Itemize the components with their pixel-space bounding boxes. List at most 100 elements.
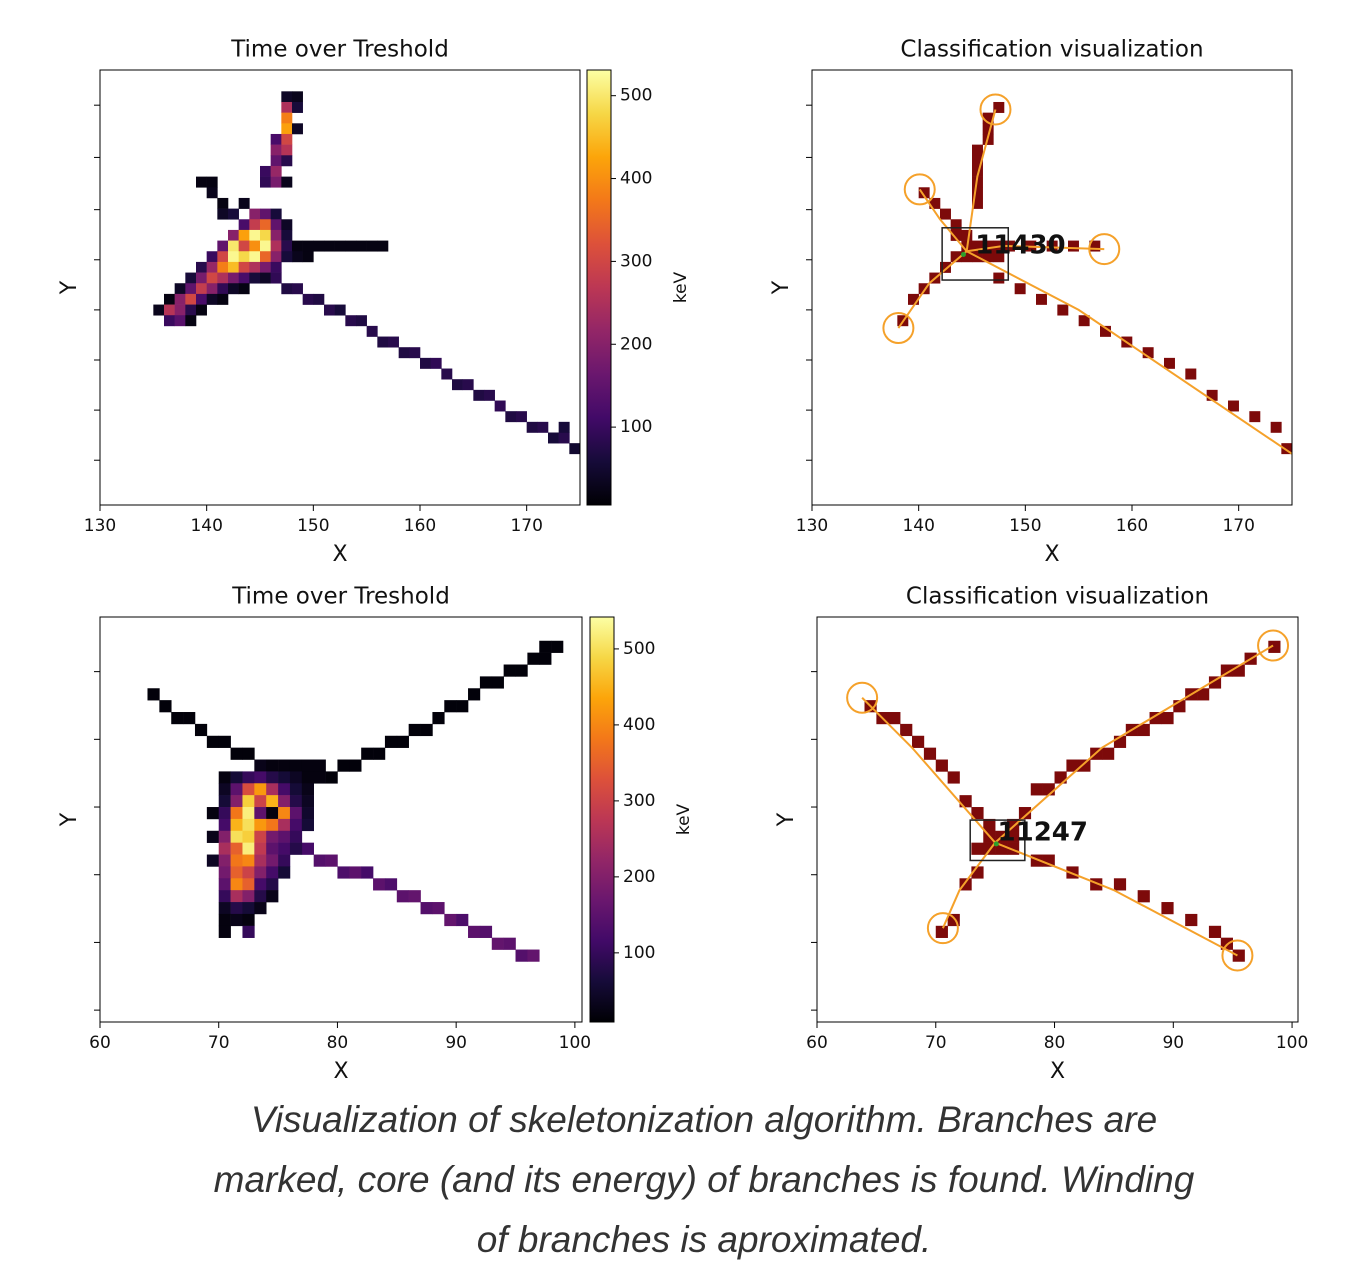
heatmap-cell bbox=[147, 688, 159, 700]
heatmap-cell bbox=[185, 283, 196, 294]
heatmap-cell bbox=[219, 843, 231, 855]
colorbar-tick-label: 200 bbox=[623, 867, 655, 887]
heatmap-cell bbox=[441, 369, 452, 380]
heatmap-cell bbox=[271, 273, 282, 284]
heatmap-cell bbox=[219, 890, 231, 902]
heatmap-cell bbox=[217, 283, 228, 294]
heatmap-cell bbox=[313, 241, 324, 252]
heatmap-cell bbox=[239, 283, 250, 294]
x-tick-label: 100 bbox=[559, 1033, 591, 1053]
heatmap-cell bbox=[249, 273, 260, 284]
heatmap-cell bbox=[266, 795, 278, 807]
heatmap-cell bbox=[207, 855, 219, 867]
heatmap-cell bbox=[367, 241, 378, 252]
heatmap-cell bbox=[271, 145, 282, 156]
heatmap-cell bbox=[290, 807, 302, 819]
heatmap-cell bbox=[266, 819, 278, 831]
colorbar-tick-label: 500 bbox=[623, 639, 655, 659]
heatmap-cell bbox=[260, 251, 271, 262]
skeleton-cell bbox=[972, 145, 983, 156]
x-axis-label: X bbox=[332, 542, 347, 567]
x-tick-label: 160 bbox=[404, 516, 436, 536]
colorbar-label: keV bbox=[671, 271, 691, 303]
skeleton-cell bbox=[1161, 712, 1173, 724]
heatmap-cell bbox=[278, 807, 290, 819]
heatmap-cell bbox=[219, 771, 231, 783]
skeleton-cell bbox=[1164, 358, 1175, 369]
heatmap-cell bbox=[281, 113, 292, 124]
skeleton-cell bbox=[1233, 950, 1245, 962]
heatmap-cell bbox=[231, 831, 243, 843]
heatmap-cell bbox=[260, 209, 271, 220]
heatmap-cell bbox=[219, 855, 231, 867]
x-tick-label: 140 bbox=[190, 516, 222, 536]
heatmap-cell bbox=[266, 878, 278, 890]
x-tick-label: 160 bbox=[1116, 516, 1148, 536]
colorbar-tick-label: 400 bbox=[623, 715, 655, 735]
heatmap-cell bbox=[463, 379, 474, 390]
heatmap-cell bbox=[260, 177, 271, 188]
heatmap-cell bbox=[231, 819, 243, 831]
heatmap-cell bbox=[266, 760, 278, 772]
heatmap-cell bbox=[281, 241, 292, 252]
heatmap-cell bbox=[242, 783, 254, 795]
heatmap-cell bbox=[228, 251, 239, 262]
heatmap-cell bbox=[175, 294, 186, 305]
heatmap-cell bbox=[492, 938, 504, 950]
chart-title: Time over Treshold bbox=[230, 37, 449, 63]
heatmap-cell bbox=[337, 866, 349, 878]
heatmap-cell bbox=[504, 938, 516, 950]
x-tick-label: 130 bbox=[84, 516, 116, 536]
branch-line bbox=[967, 251, 1292, 454]
heatmap-cell bbox=[249, 262, 260, 273]
x-axis-label: X bbox=[1050, 1059, 1065, 1084]
heatmap-cell bbox=[281, 219, 292, 230]
heatmap-cell bbox=[266, 771, 278, 783]
heatmap-cell bbox=[207, 283, 218, 294]
x-tick-label: 140 bbox=[902, 516, 934, 536]
heatmap-cell bbox=[207, 273, 218, 284]
heatmap-cell bbox=[207, 736, 219, 748]
heatmap-cell bbox=[516, 411, 527, 422]
heatmap-cell bbox=[559, 433, 570, 444]
heatmap-cell bbox=[409, 347, 420, 358]
heatmap-cell bbox=[231, 914, 243, 926]
heatmap-cell bbox=[242, 855, 254, 867]
colorbar bbox=[590, 617, 614, 1022]
heatmap-cell bbox=[271, 241, 282, 252]
skeleton-cell bbox=[1078, 760, 1090, 772]
heatmap-cell bbox=[254, 843, 266, 855]
heatmap-cell bbox=[290, 843, 302, 855]
heatmap-cell bbox=[207, 187, 218, 198]
heatmap-cell bbox=[303, 294, 314, 305]
x-axis-label: X bbox=[333, 1059, 348, 1084]
heatmap-cell bbox=[388, 337, 399, 348]
heatmap-cell bbox=[242, 819, 254, 831]
heatmap-cell bbox=[281, 91, 292, 102]
heatmap-cell bbox=[260, 273, 271, 284]
heatmap-cell bbox=[231, 807, 243, 819]
heatmap-cell bbox=[219, 902, 231, 914]
heatmap-cell bbox=[278, 783, 290, 795]
heatmap-cell bbox=[164, 294, 175, 305]
heatmap-cell bbox=[271, 262, 282, 273]
heatmap-cell bbox=[456, 700, 468, 712]
heatmap-cell bbox=[196, 262, 207, 273]
y-axis-label: Y bbox=[774, 812, 799, 827]
heatmap-cell bbox=[219, 795, 231, 807]
colorbar-tick-label: 300 bbox=[620, 251, 652, 271]
heatmap-cell bbox=[548, 433, 559, 444]
heatmap-cell bbox=[432, 712, 444, 724]
heatmap-cell bbox=[231, 771, 243, 783]
heatmap-cell bbox=[420, 358, 431, 369]
heatmap-cell bbox=[254, 866, 266, 878]
heatmap-cell bbox=[302, 771, 314, 783]
heatmap-cell bbox=[468, 926, 480, 938]
heatmap-cell bbox=[303, 251, 314, 262]
heatmap-cell bbox=[242, 914, 254, 926]
heatmap-cell bbox=[527, 950, 539, 962]
heatmap-cell bbox=[228, 209, 239, 220]
plot-frame bbox=[100, 70, 580, 505]
x-tick-label: 90 bbox=[1162, 1033, 1184, 1053]
heatmap-cell bbox=[397, 890, 409, 902]
